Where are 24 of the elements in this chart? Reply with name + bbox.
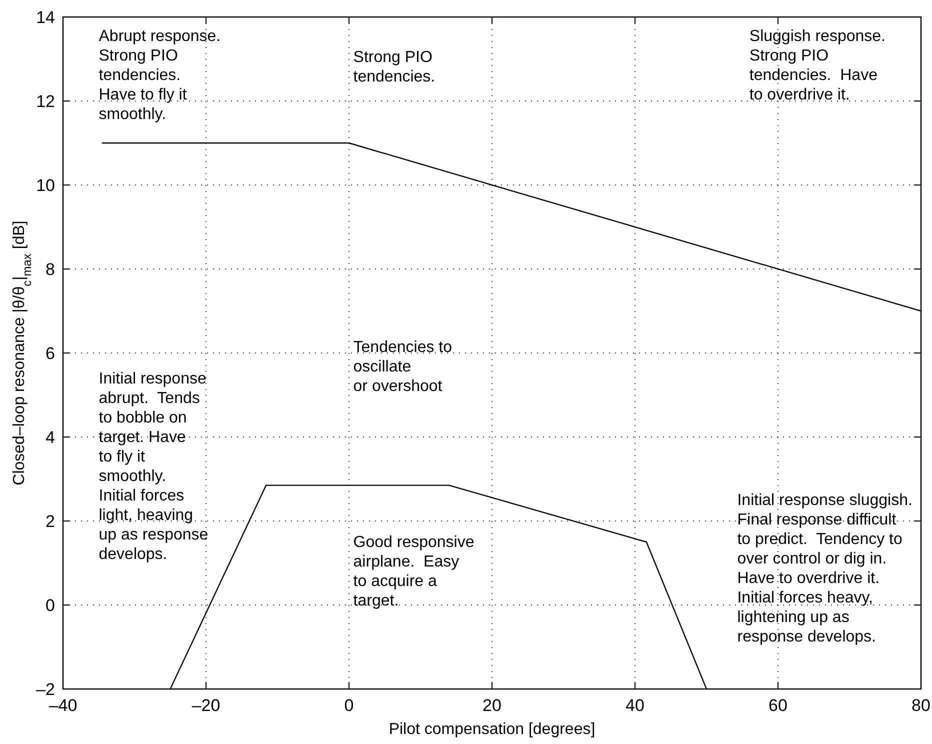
annotation: Strong PIO tendencies. (353, 49, 436, 86)
annotation: Abrupt response. Strong PIO tendencies. Have to fly it smoothly. (98, 28, 221, 124)
y-tick-label: 4 (46, 428, 55, 447)
annotation: Good responsive airplane. Easy to acquire a target. (353, 534, 474, 610)
x-tick-label: 40 (626, 696, 644, 715)
annotation: Tendencies to oscillate or overshoot (353, 338, 452, 395)
x-tick-label: –20 (192, 696, 220, 715)
y-tick-label: 8 (46, 260, 55, 279)
y-tick-label: 0 (46, 596, 55, 615)
x-tick-label: 0 (344, 696, 354, 715)
y-tick-label: 2 (46, 512, 55, 531)
x-axis-title: Pilot compensation [degrees] (388, 721, 596, 738)
y-tick-label: –2 (36, 680, 55, 699)
annotation: Initial response sluggish. Final response difficult to predict. Tendency to over control or dig in. Have to overdrive it. Initial forces heavy, lightening up as response develops. (737, 492, 912, 646)
y-tick-label: 12 (36, 92, 55, 111)
y-tick-label: 14 (36, 8, 55, 27)
x-tick-label: 60 (768, 696, 788, 715)
x-tick-label: 20 (482, 696, 502, 715)
y-tick-label: 6 (46, 344, 55, 363)
x-tick-label: 80 (912, 696, 930, 715)
y-tick-label: 10 (36, 176, 55, 195)
x-tick-label: –40 (48, 696, 78, 715)
annotation: Sluggish response. Strong PIO tendencies. Have to overdrive it. (749, 28, 886, 104)
text: Initial response abrupt. Tends to bobble on target. Have to fly it smoothly. Initial forces light, heaving up as response develops. (98, 370, 208, 563)
